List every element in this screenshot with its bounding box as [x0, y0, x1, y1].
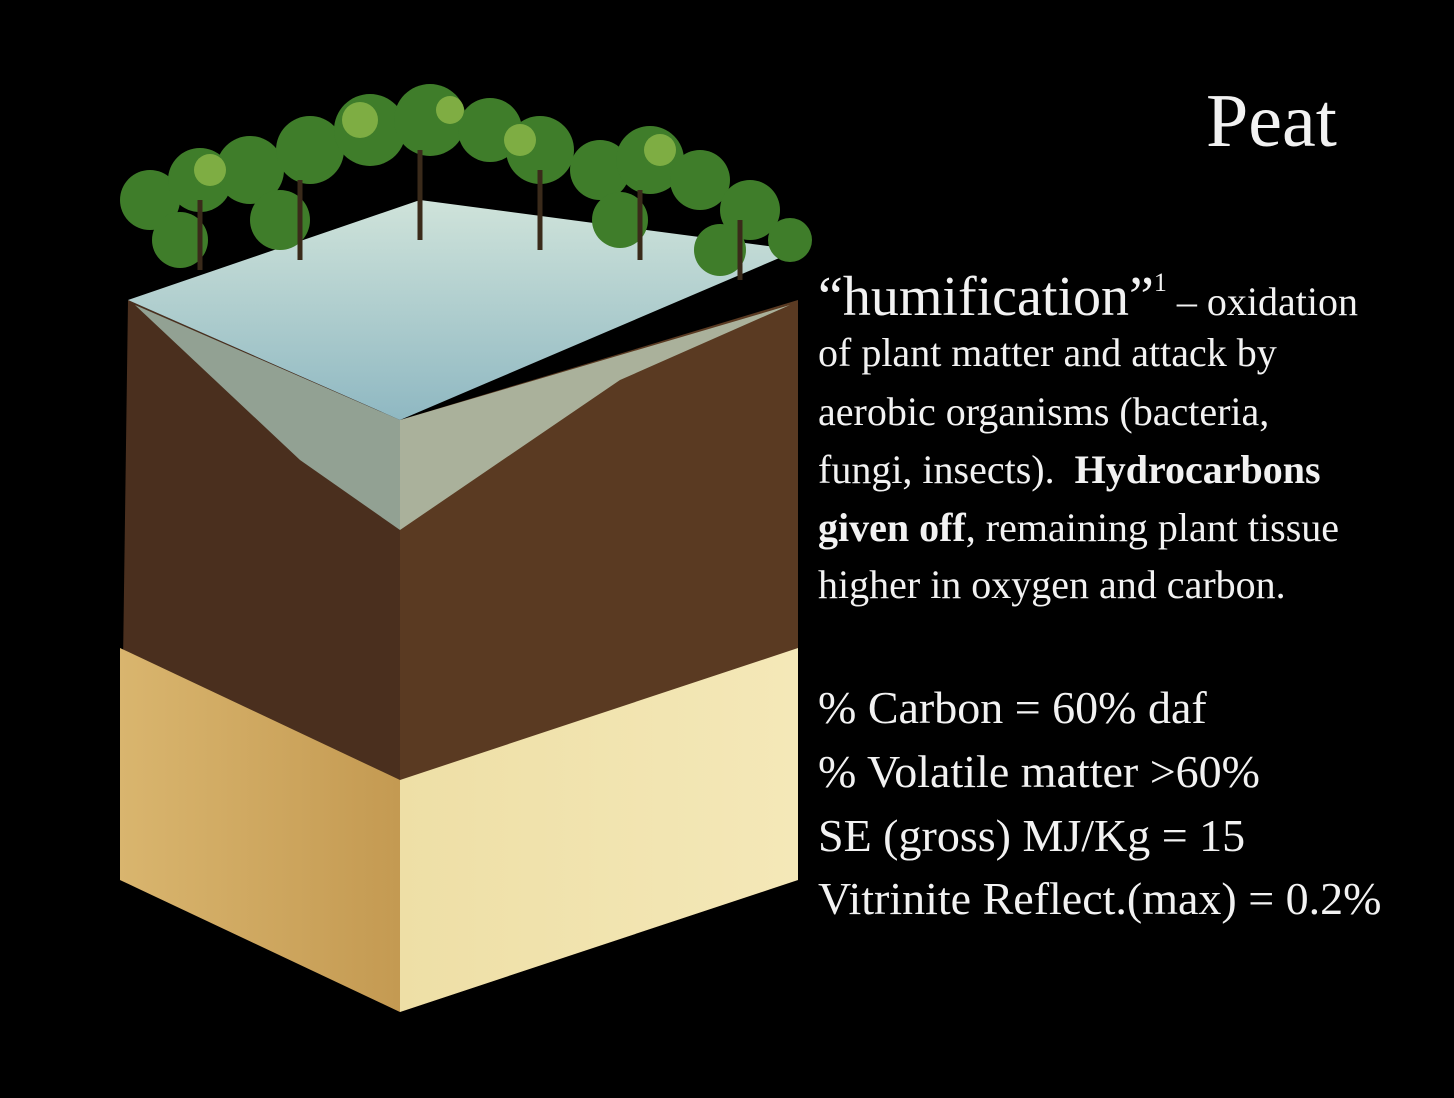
- text-segment: fungi, insects).: [818, 447, 1075, 492]
- text-segment: aerobic organisms (bacteria,: [818, 389, 1269, 434]
- property: % Carbon = 60% daf: [818, 680, 1207, 736]
- footnote-marker: 1: [1154, 268, 1167, 297]
- description-line: aerobic organisms (bacteria,: [818, 387, 1269, 437]
- description-line: of plant matter and attack by: [818, 328, 1277, 378]
- text-segment: of plant matter and attack by: [818, 330, 1277, 375]
- description-line: given off, remaining plant tissue: [818, 503, 1339, 553]
- description-line: fungi, insects). Hydrocarbons: [818, 445, 1321, 495]
- soil-block-illustration: [0, 0, 820, 1040]
- term: “humification”: [818, 266, 1154, 328]
- text-segment: , remaining plant tissue: [966, 505, 1339, 550]
- slide: Peat “humification”1 – oxidationof plant…: [0, 0, 1454, 1098]
- bold-text: given off: [818, 505, 966, 550]
- property: Vitrinite Reflect.(max) = 0.2%: [818, 871, 1382, 927]
- property: % Volatile matter >60%: [818, 744, 1260, 800]
- description-line: higher in oxygen and carbon.: [818, 560, 1286, 610]
- property: SE (gross) MJ/Kg = 15: [818, 808, 1245, 864]
- slide-title: Peat: [1206, 76, 1337, 166]
- text-segment: higher in oxygen and carbon.: [818, 562, 1286, 607]
- text-segment: – oxidation: [1167, 279, 1358, 324]
- bold-text: Hydrocarbons: [1075, 447, 1321, 492]
- description-line: “humification”1 – oxidation: [818, 258, 1358, 327]
